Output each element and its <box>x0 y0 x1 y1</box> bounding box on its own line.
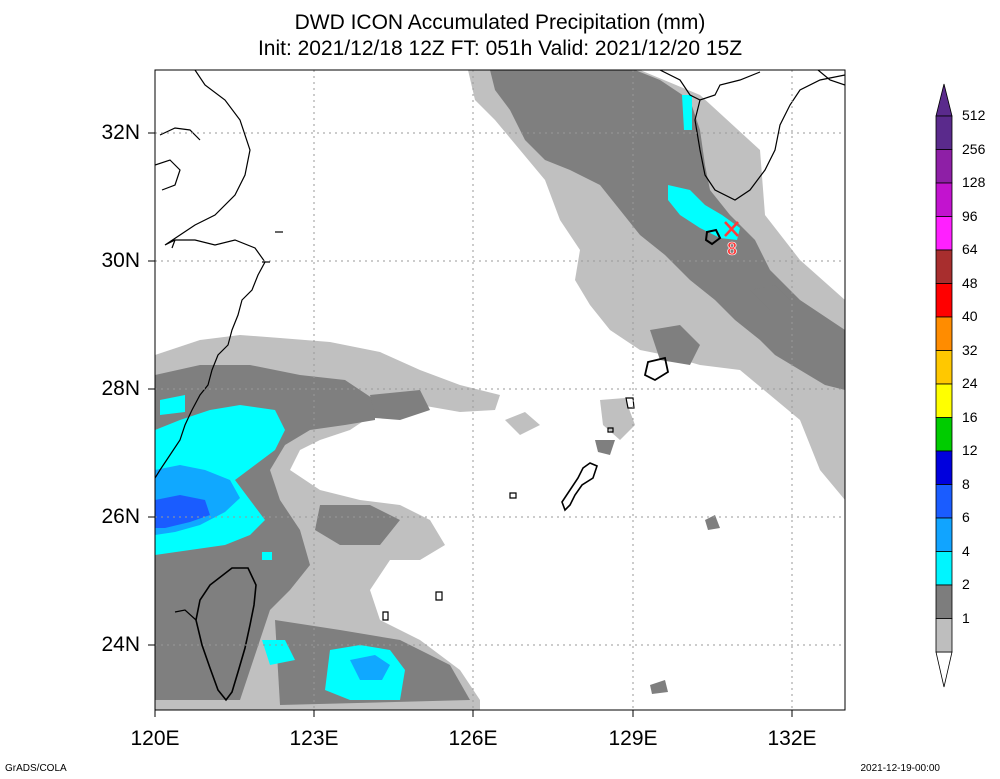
lat-label-28n: 28N <box>101 377 140 400</box>
colorbar-level-label: 512 <box>962 107 986 123</box>
colorbar-swatch <box>935 450 953 485</box>
colorbar-level-label: 256 <box>962 140 986 157</box>
precip-region-southwest <box>155 335 668 710</box>
lon-label-123e: 123E <box>289 727 339 750</box>
lat-label-24n: 24N <box>101 633 140 656</box>
colorbar-swatch <box>935 417 953 452</box>
lon-label-132e: 132E <box>767 727 817 750</box>
colorbar-swatch <box>935 383 953 418</box>
lat-label-26n: 26N <box>101 505 140 528</box>
colorbar-level-label: 8 <box>962 475 970 492</box>
map-title: DWD ICON Accumulated Precipitation (mm) <box>294 11 706 34</box>
colorbar-swatch <box>935 517 953 552</box>
precip-band-northeast <box>468 70 845 530</box>
colorbar-level-label: 128 <box>962 174 986 190</box>
colorbar-swatch <box>935 618 953 653</box>
colorbar-level-label: 12 <box>962 442 978 458</box>
colorbar <box>935 83 953 688</box>
axis-ticks <box>148 132 793 717</box>
lon-label-126e: 126E <box>448 727 498 750</box>
colorbar-level-label: 96 <box>962 207 978 224</box>
footer-right: 2021-12-19-00:00 <box>860 763 940 774</box>
plot-frame <box>154 69 846 711</box>
colorbar-level-label: 2 <box>962 576 970 592</box>
colorbar-swatch <box>935 149 953 184</box>
colorbar-level-label: 16 <box>962 408 978 425</box>
colorbar-level-label: 32 <box>962 341 978 358</box>
colorbar-level-label: 4 <box>962 542 970 559</box>
colorbar-swatch <box>935 249 953 284</box>
lat-label-30n: 30N <box>101 249 140 272</box>
colorbar-level-label: 1 <box>962 609 970 626</box>
colorbar-level-label: 48 <box>962 274 978 291</box>
colorbar-swatch <box>935 182 953 217</box>
colorbar-swatch <box>935 350 953 385</box>
colorbar-swatch <box>935 584 953 619</box>
colorbar-level-label: 6 <box>962 509 970 525</box>
colorbar-top-arrow <box>935 83 953 117</box>
colorbar-bottom-arrow <box>935 651 953 688</box>
lon-label-120e: 120E <box>130 727 180 750</box>
coastlines <box>155 70 845 702</box>
gridlines <box>155 70 845 710</box>
colorbar-swatch <box>935 283 953 318</box>
colorbar-level-label: 64 <box>962 241 978 257</box>
colorbar-swatch <box>935 316 953 351</box>
colorbar-level-label: 24 <box>962 375 978 391</box>
max-precip-label: 8 <box>727 239 737 259</box>
lat-label-32n: 32N <box>101 121 140 144</box>
colorbar-swatch <box>935 551 953 586</box>
colorbar-swatch <box>935 216 953 251</box>
colorbar-swatch <box>935 115 953 150</box>
lon-label-129e: 129E <box>608 727 658 750</box>
footer-left: GrADS/COLA <box>5 763 67 774</box>
map-subtitle: Init: 2021/12/18 12Z FT: 051h Valid: 202… <box>257 37 743 60</box>
colorbar-swatch <box>935 484 953 519</box>
colorbar-level-label: 40 <box>962 308 978 324</box>
max-precip-marker: 8 <box>724 221 739 259</box>
